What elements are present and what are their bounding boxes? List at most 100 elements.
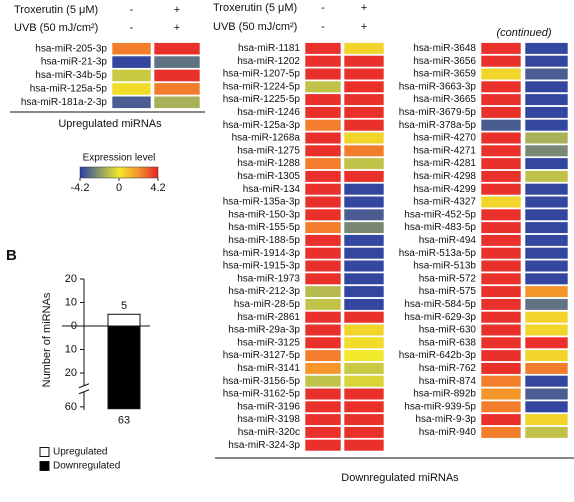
row-label: hsa-miR-638 bbox=[419, 337, 477, 348]
value-label: 63 bbox=[118, 415, 130, 427]
row-label: hsa-miR-629-3p bbox=[404, 312, 476, 323]
heatmap-cell bbox=[524, 311, 569, 324]
heatmap-cell bbox=[343, 131, 385, 145]
heatmap-cell bbox=[304, 42, 342, 55]
heatmap-cell bbox=[343, 157, 385, 170]
heatmap-cell bbox=[480, 234, 522, 247]
row-label: hsa-miR-494 bbox=[419, 235, 477, 246]
heatmap-cell bbox=[343, 42, 385, 55]
row-label: hsa-miR-150-3p bbox=[228, 209, 300, 220]
heatmap-cell bbox=[524, 131, 569, 145]
heatmap-cell bbox=[343, 234, 385, 247]
heatmap-cell bbox=[524, 426, 569, 439]
heatmap-cell bbox=[111, 42, 152, 56]
heatmap-cell bbox=[480, 119, 522, 132]
heatmap-cell bbox=[111, 82, 152, 96]
row-label: hsa-miR-181a-2-3p bbox=[21, 97, 108, 108]
row-label: hsa-miR-1181 bbox=[238, 43, 300, 54]
condition-level: + bbox=[361, 21, 367, 33]
heatmap-cell bbox=[480, 311, 522, 324]
heatmap-cell bbox=[343, 170, 385, 183]
heatmap-cell bbox=[304, 195, 342, 209]
heatmap-cell bbox=[524, 183, 569, 196]
row-label: hsa-miR-940 bbox=[419, 427, 477, 438]
condition-label: UVB (50 mJ/cm²) bbox=[14, 22, 98, 34]
heatmap-cell bbox=[480, 67, 522, 81]
bar bbox=[107, 313, 141, 327]
heatmap-cell bbox=[524, 208, 569, 221]
legend-label: Downregulated bbox=[53, 461, 120, 472]
heatmap-cell bbox=[111, 69, 152, 82]
heatmap-cell bbox=[304, 119, 342, 132]
heatmap-cell bbox=[524, 80, 569, 93]
row-label: hsa-miR-34b-5p bbox=[35, 70, 107, 81]
row-label: hsa-miR-939-5p bbox=[404, 401, 476, 412]
condition-level: + bbox=[361, 2, 367, 14]
heatmap-cell bbox=[343, 439, 385, 452]
row-label: hsa-miR-3156-5p bbox=[223, 376, 301, 387]
heatmap-cell bbox=[343, 247, 385, 260]
heatmap-cell bbox=[524, 298, 569, 311]
row-label: hsa-miR-1275 bbox=[237, 145, 300, 156]
heatmap-cell bbox=[524, 272, 569, 285]
value-label: 5 bbox=[121, 300, 127, 312]
heatmap-cell bbox=[480, 247, 522, 260]
row-label: hsa-miR-1224-5p bbox=[223, 81, 301, 92]
row-label: hsa-miR-452-5p bbox=[404, 209, 476, 220]
condition-level: - bbox=[130, 4, 134, 16]
heatmap-cell bbox=[304, 387, 342, 401]
heatmap-cell bbox=[343, 195, 385, 209]
heatmap-cell bbox=[524, 221, 569, 234]
x-axis-label: Upregulated miRNAs bbox=[58, 118, 162, 130]
row-label: hsa-miR-4327 bbox=[413, 197, 476, 208]
heatmap-cell bbox=[480, 195, 522, 209]
heatmap-cell bbox=[343, 413, 385, 426]
row-label: hsa-miR-1914-3p bbox=[223, 248, 301, 259]
heatmap-cell bbox=[343, 106, 385, 119]
heatmap-cell bbox=[304, 106, 342, 119]
heatmap-cell bbox=[304, 93, 342, 106]
row-label: hsa-miR-1973 bbox=[237, 273, 300, 284]
heatmap-cell bbox=[524, 285, 569, 298]
row-label: hsa-miR-575 bbox=[419, 286, 477, 297]
heatmap-cell bbox=[480, 42, 522, 55]
row-label: hsa-miR-125a-5p bbox=[30, 84, 108, 95]
heatmap-cell bbox=[304, 234, 342, 247]
heatmap-cell bbox=[480, 362, 522, 375]
row-label: hsa-miR-483-5p bbox=[404, 222, 476, 233]
row-label: hsa-miR-642b-3p bbox=[399, 350, 477, 361]
heatmap-cell bbox=[304, 55, 342, 68]
heatmap-cell bbox=[343, 426, 385, 439]
heatmap-cell bbox=[304, 426, 342, 439]
heatmap-cell bbox=[480, 413, 522, 426]
heatmap-cell bbox=[524, 93, 569, 106]
heatmap-cell bbox=[480, 298, 522, 311]
condition-level: - bbox=[321, 2, 325, 14]
row-label: hsa-miR-874 bbox=[419, 376, 477, 387]
heatmap-cell bbox=[343, 221, 385, 234]
heatmap-cell bbox=[343, 298, 385, 311]
colorbar bbox=[79, 166, 159, 179]
row-label: hsa-miR-1915-3p bbox=[223, 261, 301, 272]
heatmap-cell bbox=[480, 144, 522, 157]
heatmap-cell bbox=[304, 157, 342, 170]
row-label: hsa-miR-155-5p bbox=[228, 222, 300, 233]
heatmap-cell bbox=[480, 349, 522, 362]
heatmap-cell bbox=[524, 247, 569, 260]
row-label: hsa-miR-21-3p bbox=[41, 57, 108, 68]
heatmap-cell bbox=[153, 82, 201, 96]
row-label: hsa-miR-135a-3p bbox=[223, 197, 301, 208]
colorbar-tick-label: 4.2 bbox=[150, 182, 165, 194]
heatmap-cell bbox=[343, 80, 385, 93]
row-label: hsa-miR-2861 bbox=[237, 312, 300, 323]
row-label: hsa-miR-212-3p bbox=[228, 286, 300, 297]
heatmap-cell bbox=[480, 170, 522, 183]
heatmap-cell bbox=[153, 69, 201, 82]
heatmap-cell bbox=[480, 208, 522, 221]
heatmap-cell bbox=[304, 221, 342, 234]
row-label: hsa-miR-762 bbox=[419, 363, 477, 374]
heatmap-cell bbox=[153, 42, 201, 56]
row-label: hsa-miR-125a-3p bbox=[223, 120, 301, 131]
heatmap-cell bbox=[304, 298, 342, 311]
